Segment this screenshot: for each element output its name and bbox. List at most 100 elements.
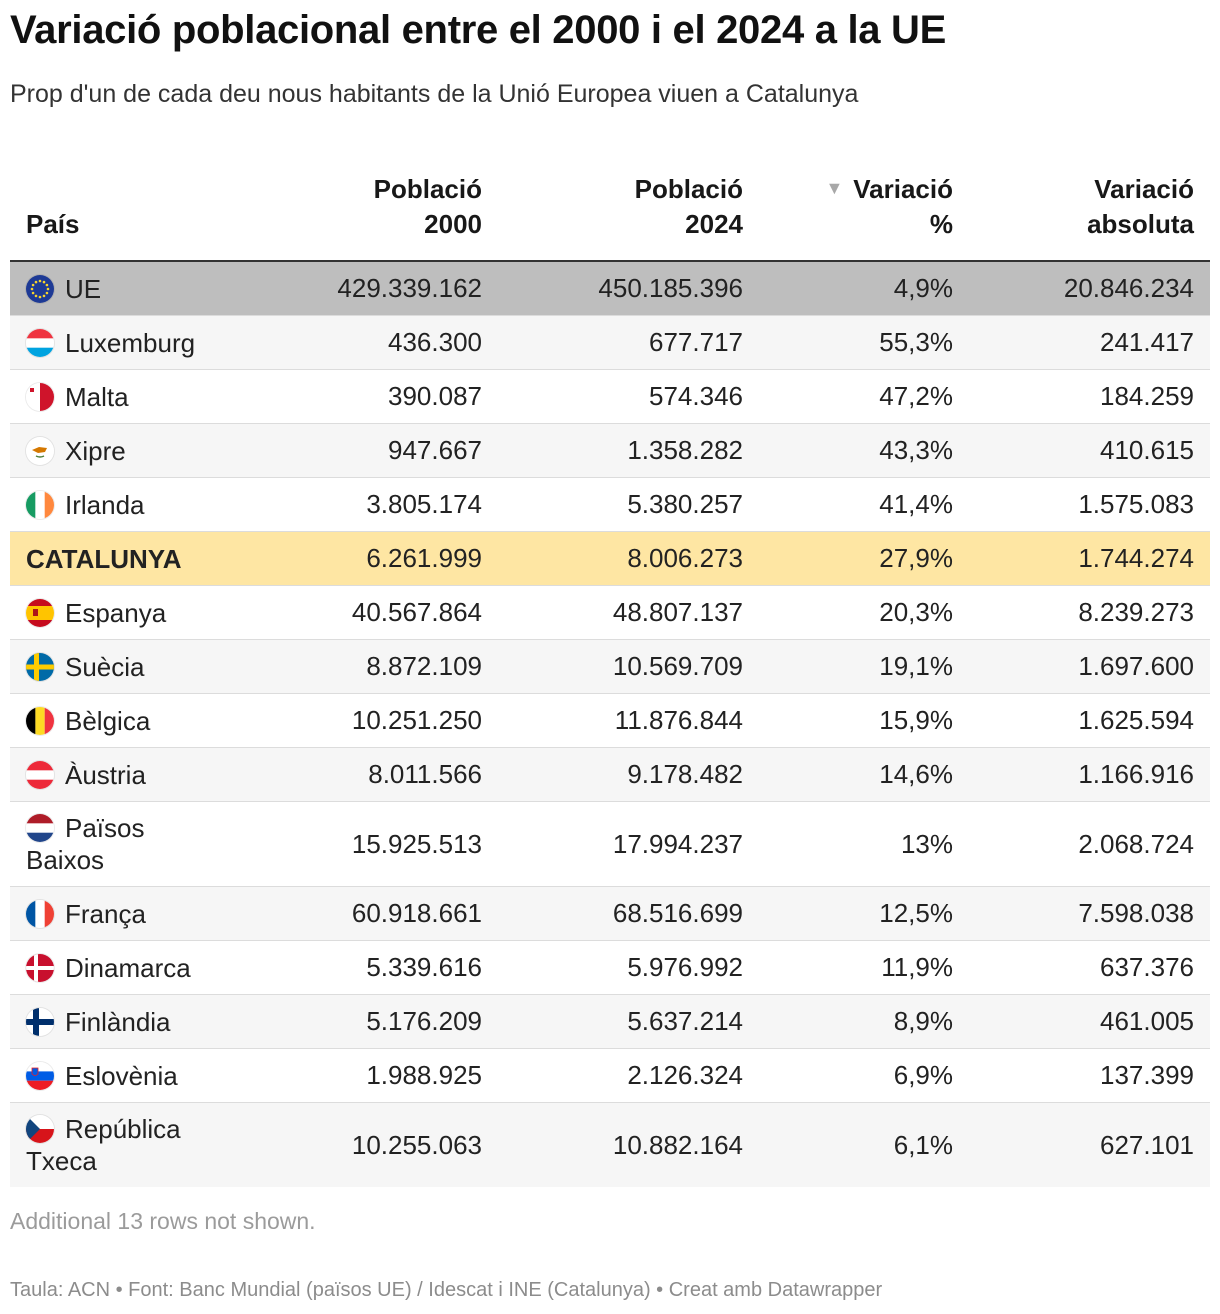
cyprus-flag-icon bbox=[26, 436, 54, 465]
cell-country: Bèlgica bbox=[10, 693, 220, 748]
cell-country: Malta bbox=[10, 369, 220, 424]
cell-varabs: 20.846.234 bbox=[969, 261, 1210, 316]
header-pop2024-line2: 2024 bbox=[685, 209, 743, 239]
luxembourg-flag-icon bbox=[26, 328, 54, 357]
cell-pop2024: 8.006.273 bbox=[498, 531, 759, 586]
cell-varpct: 14,6% bbox=[759, 747, 969, 802]
country-name: Bèlgica bbox=[65, 705, 151, 736]
cell-varabs: 241.417 bbox=[969, 315, 1210, 370]
cell-varabs: 461.005 bbox=[969, 994, 1210, 1049]
cell-pop2024: 10.882.164 bbox=[498, 1102, 759, 1187]
netherlands-flag-icon bbox=[26, 814, 54, 842]
page-title: Variació poblacional entre el 2000 i el … bbox=[10, 8, 947, 52]
country-name: França bbox=[65, 898, 146, 929]
cell-varabs: 1.575.083 bbox=[969, 477, 1210, 532]
cell-country: CATALUNYA bbox=[10, 531, 220, 586]
table-row: Luxemburg 436.300 677.717 55,3% 241.417 bbox=[10, 315, 1210, 370]
eu-flag-icon bbox=[26, 274, 54, 303]
header-varpct[interactable]: ▼ Variació % bbox=[759, 160, 969, 262]
table-row: República Txeca 10.255.063 10.882.164 6,1% 6… bbox=[10, 1102, 1210, 1187]
czechia-flag-icon bbox=[26, 1115, 54, 1143]
country-name: Finlàndia bbox=[65, 1006, 171, 1037]
cell-varpct: 13% bbox=[759, 801, 969, 887]
country-name: UE bbox=[65, 273, 102, 304]
cell-pop2024: 17.994.237 bbox=[498, 801, 759, 887]
table-row: UE 429.339.162 450.185.396 4,9% 20.846.234 bbox=[10, 261, 1210, 316]
header-pop2024[interactable]: Població 2024 bbox=[498, 160, 759, 262]
ireland-flag-icon bbox=[26, 490, 54, 519]
cell-pop2000: 429.339.162 bbox=[220, 261, 498, 316]
cell-varabs: 1.625.594 bbox=[969, 693, 1210, 748]
header-pop2000-line2: 2000 bbox=[424, 209, 482, 239]
spain-flag-icon bbox=[26, 598, 54, 627]
cell-pop2024: 5.637.214 bbox=[498, 994, 759, 1049]
cell-pop2000: 8.011.566 bbox=[220, 747, 498, 802]
cell-varabs: 1.166.916 bbox=[969, 747, 1210, 802]
header-varabs-line2: absoluta bbox=[1087, 209, 1194, 239]
cell-country: Finlàndia bbox=[10, 994, 220, 1049]
cell-country: Àustria bbox=[10, 747, 220, 802]
cell-pop2000: 60.918.661 bbox=[220, 886, 498, 941]
cell-varpct: 20,3% bbox=[759, 585, 969, 640]
cell-varabs: 410.615 bbox=[969, 423, 1210, 478]
finland-flag-icon bbox=[26, 1007, 54, 1036]
cell-country: Dinamarca bbox=[10, 940, 220, 995]
cell-pop2024: 68.516.699 bbox=[498, 886, 759, 941]
table-row: Eslovènia 1.988.925 2.126.324 6,9% 137.399 bbox=[10, 1048, 1210, 1103]
header-pop2000-line1: Població bbox=[373, 174, 482, 204]
country-name: Àustria bbox=[65, 759, 146, 790]
country-name: Espanya bbox=[65, 597, 167, 628]
cell-varpct: 15,9% bbox=[759, 693, 969, 748]
cell-pop2000: 6.261.999 bbox=[220, 531, 498, 586]
cell-pop2000: 5.339.616 bbox=[220, 940, 498, 995]
table-row: Dinamarca 5.339.616 5.976.992 11,9% 637.376 bbox=[10, 940, 1210, 995]
cell-varpct: 6,9% bbox=[759, 1048, 969, 1103]
cell-varpct: 8,9% bbox=[759, 994, 969, 1049]
cell-pop2024: 450.185.396 bbox=[498, 261, 759, 316]
table-row: Irlanda 3.805.174 5.380.257 41,4% 1.575.083 bbox=[10, 477, 1210, 532]
header-pop2000[interactable]: Població 2000 bbox=[220, 160, 498, 262]
cell-varpct: 19,1% bbox=[759, 639, 969, 694]
table-header-row: País Població 2000 Població 2024 ▼ Variac… bbox=[10, 160, 1210, 262]
cell-varpct: 12,5% bbox=[759, 886, 969, 941]
population-table: País Població 2000 Població 2024 ▼ Variac… bbox=[10, 160, 1210, 1187]
header-varabs[interactable]: Variació absoluta bbox=[969, 160, 1210, 262]
cell-pop2024: 9.178.482 bbox=[498, 747, 759, 802]
country-name: Irlanda bbox=[65, 489, 145, 520]
cell-varabs: 1.697.600 bbox=[969, 639, 1210, 694]
table-row: CATALUNYA 6.261.999 8.006.273 27,9% 1.744.27… bbox=[10, 531, 1210, 586]
cell-pop2000: 10.251.250 bbox=[220, 693, 498, 748]
denmark-flag-icon bbox=[26, 953, 54, 982]
cell-varpct: 55,3% bbox=[759, 315, 969, 370]
cell-pop2000: 8.872.109 bbox=[220, 639, 498, 694]
sort-descending-icon: ▼ bbox=[825, 178, 844, 198]
cell-varabs: 627.101 bbox=[969, 1102, 1210, 1187]
country-name: República Txeca bbox=[26, 1114, 181, 1176]
header-pop2024-line1: Població bbox=[634, 174, 743, 204]
cell-varpct: 43,3% bbox=[759, 423, 969, 478]
cell-varpct: 6,1% bbox=[759, 1102, 969, 1187]
table-row: Bèlgica 10.251.250 11.876.844 15,9% 1.625.59… bbox=[10, 693, 1210, 748]
cell-country: República Txeca bbox=[10, 1102, 220, 1187]
cell-varpct: 11,9% bbox=[759, 940, 969, 995]
cell-pop2000: 5.176.209 bbox=[220, 994, 498, 1049]
page-subtitle: Prop d'un de cada deu nous habitants de … bbox=[10, 80, 859, 108]
source-footer: Taula: ACN • Font: Banc Mundial (països … bbox=[10, 1279, 883, 1301]
hidden-rows-note: Additional 13 rows not shown. bbox=[10, 1208, 316, 1234]
header-country[interactable]: País bbox=[10, 160, 220, 262]
cell-country: França bbox=[10, 886, 220, 941]
cell-varpct: 4,9% bbox=[759, 261, 969, 316]
country-name: Xipre bbox=[65, 435, 126, 466]
cell-varabs: 184.259 bbox=[969, 369, 1210, 424]
cell-varabs: 137.399 bbox=[969, 1048, 1210, 1103]
belgium-flag-icon bbox=[26, 706, 54, 735]
cell-country: Espanya bbox=[10, 585, 220, 640]
cell-pop2000: 1.988.925 bbox=[220, 1048, 498, 1103]
sweden-flag-icon bbox=[26, 652, 54, 681]
cell-country: Xipre bbox=[10, 423, 220, 478]
country-name: Països Baixos bbox=[26, 813, 145, 875]
header-varpct-line2: % bbox=[929, 209, 953, 239]
cell-varpct: 41,4% bbox=[759, 477, 969, 532]
cell-country: Països Baixos bbox=[10, 801, 220, 887]
cell-pop2024: 677.717 bbox=[498, 315, 759, 370]
